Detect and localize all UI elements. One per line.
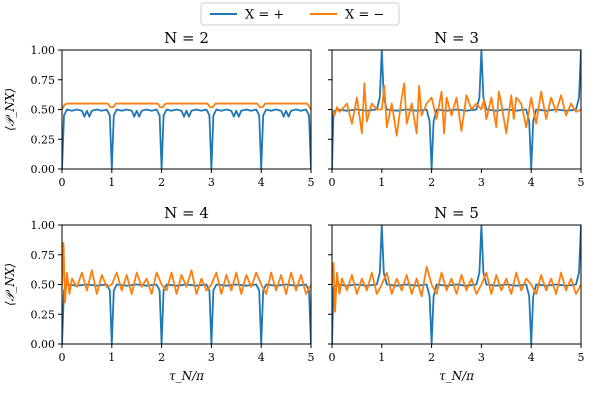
x-tick-label: 4 [258,176,265,189]
y-axis-label: ⟨𝒫_NX⟩ [3,88,17,131]
x-tick-label: 2 [158,351,165,364]
x-tick-label: 3 [208,351,215,364]
y-tick-label: 0.25 [31,308,56,321]
panel-1-series-1-line [62,102,311,110]
x-tick-label: 0 [329,176,336,189]
x-tick-label: 2 [428,176,435,189]
x-tick-label: 4 [258,351,265,364]
y-tick-label: 0.75 [31,74,56,87]
panels: 0 1 2 3 4 5 0.00 0.25 0.50 0.75 1.00 N = 2 ⟨𝒫_NX⟩ 0 1 2… [3,29,585,383]
panel-title: N = 3 [434,29,479,47]
x-tick-label: 5 [308,176,315,189]
x-tick-label: 1 [378,176,385,189]
x-tick-label: 5 [578,176,585,189]
panel-title: N = 4 [164,204,209,222]
panel-1: 0 1 2 3 4 5 0.00 0.25 0.50 0.75 1.00 N = 2 ⟨𝒫_NX⟩ [3,29,315,189]
x-tick-label: 0 [59,351,66,364]
x-tick-label: 3 [478,176,485,189]
y-axis-label: ⟨𝒫_NX⟩ [3,263,17,306]
y-tick-label: 0.50 [31,279,56,292]
legend-label-0: X = + [245,8,284,23]
legend: X = + X = − [200,2,400,26]
y-tick-label: 0.50 [31,104,56,117]
panel-3-series-1-line [62,241,311,304]
y-tick-label: 0.25 [31,133,56,146]
x-axis-label: τ_N/π [169,369,205,383]
x-tick-label: 2 [158,176,165,189]
panel-1-series-0-line [62,108,311,169]
y-tick-label: 1.00 [31,219,56,232]
panel-title: N = 5 [434,204,479,222]
y-tick-label: 0.75 [31,249,56,262]
legend-label-1: X = − [345,8,384,23]
x-tick-label: 1 [108,176,115,189]
panel-title: N = 2 [164,29,209,47]
x-tick-label: 3 [208,176,215,189]
y-tick-label: 0.00 [31,338,56,351]
x-tick-label: 5 [578,351,585,364]
panel-2: 0 1 2 3 4 5 N = 3 [328,29,585,189]
legend-box [200,2,400,26]
x-tick-label: 1 [108,351,115,364]
x-tick-label: 3 [478,351,485,364]
x-tick-label: 2 [428,351,435,364]
panel-3-series-0-line [62,283,311,344]
x-tick-label: 5 [308,351,315,364]
x-tick-label: 4 [528,351,535,364]
panel-4-series-1-line [332,262,581,313]
x-tick-label: 0 [59,176,66,189]
panel-4: 0 1 2 3 4 5 N = 5 τ_N/π [328,204,585,383]
x-tick-label: 1 [378,351,385,364]
y-tick-label: 0.00 [31,163,56,176]
panel-4-series-0-line [332,225,581,344]
panel-3: 0 1 2 3 4 5 0.00 0.25 0.50 0.75 1.00 N = 4 τ_N/π ⟨𝒫_N… [3,204,315,383]
x-tick-label: 0 [329,351,336,364]
y-tick-label: 1.00 [31,44,56,57]
x-tick-label: 4 [528,176,535,189]
x-axis-label: τ_N/π [439,369,475,383]
panel-2-series-1-line [332,82,581,137]
